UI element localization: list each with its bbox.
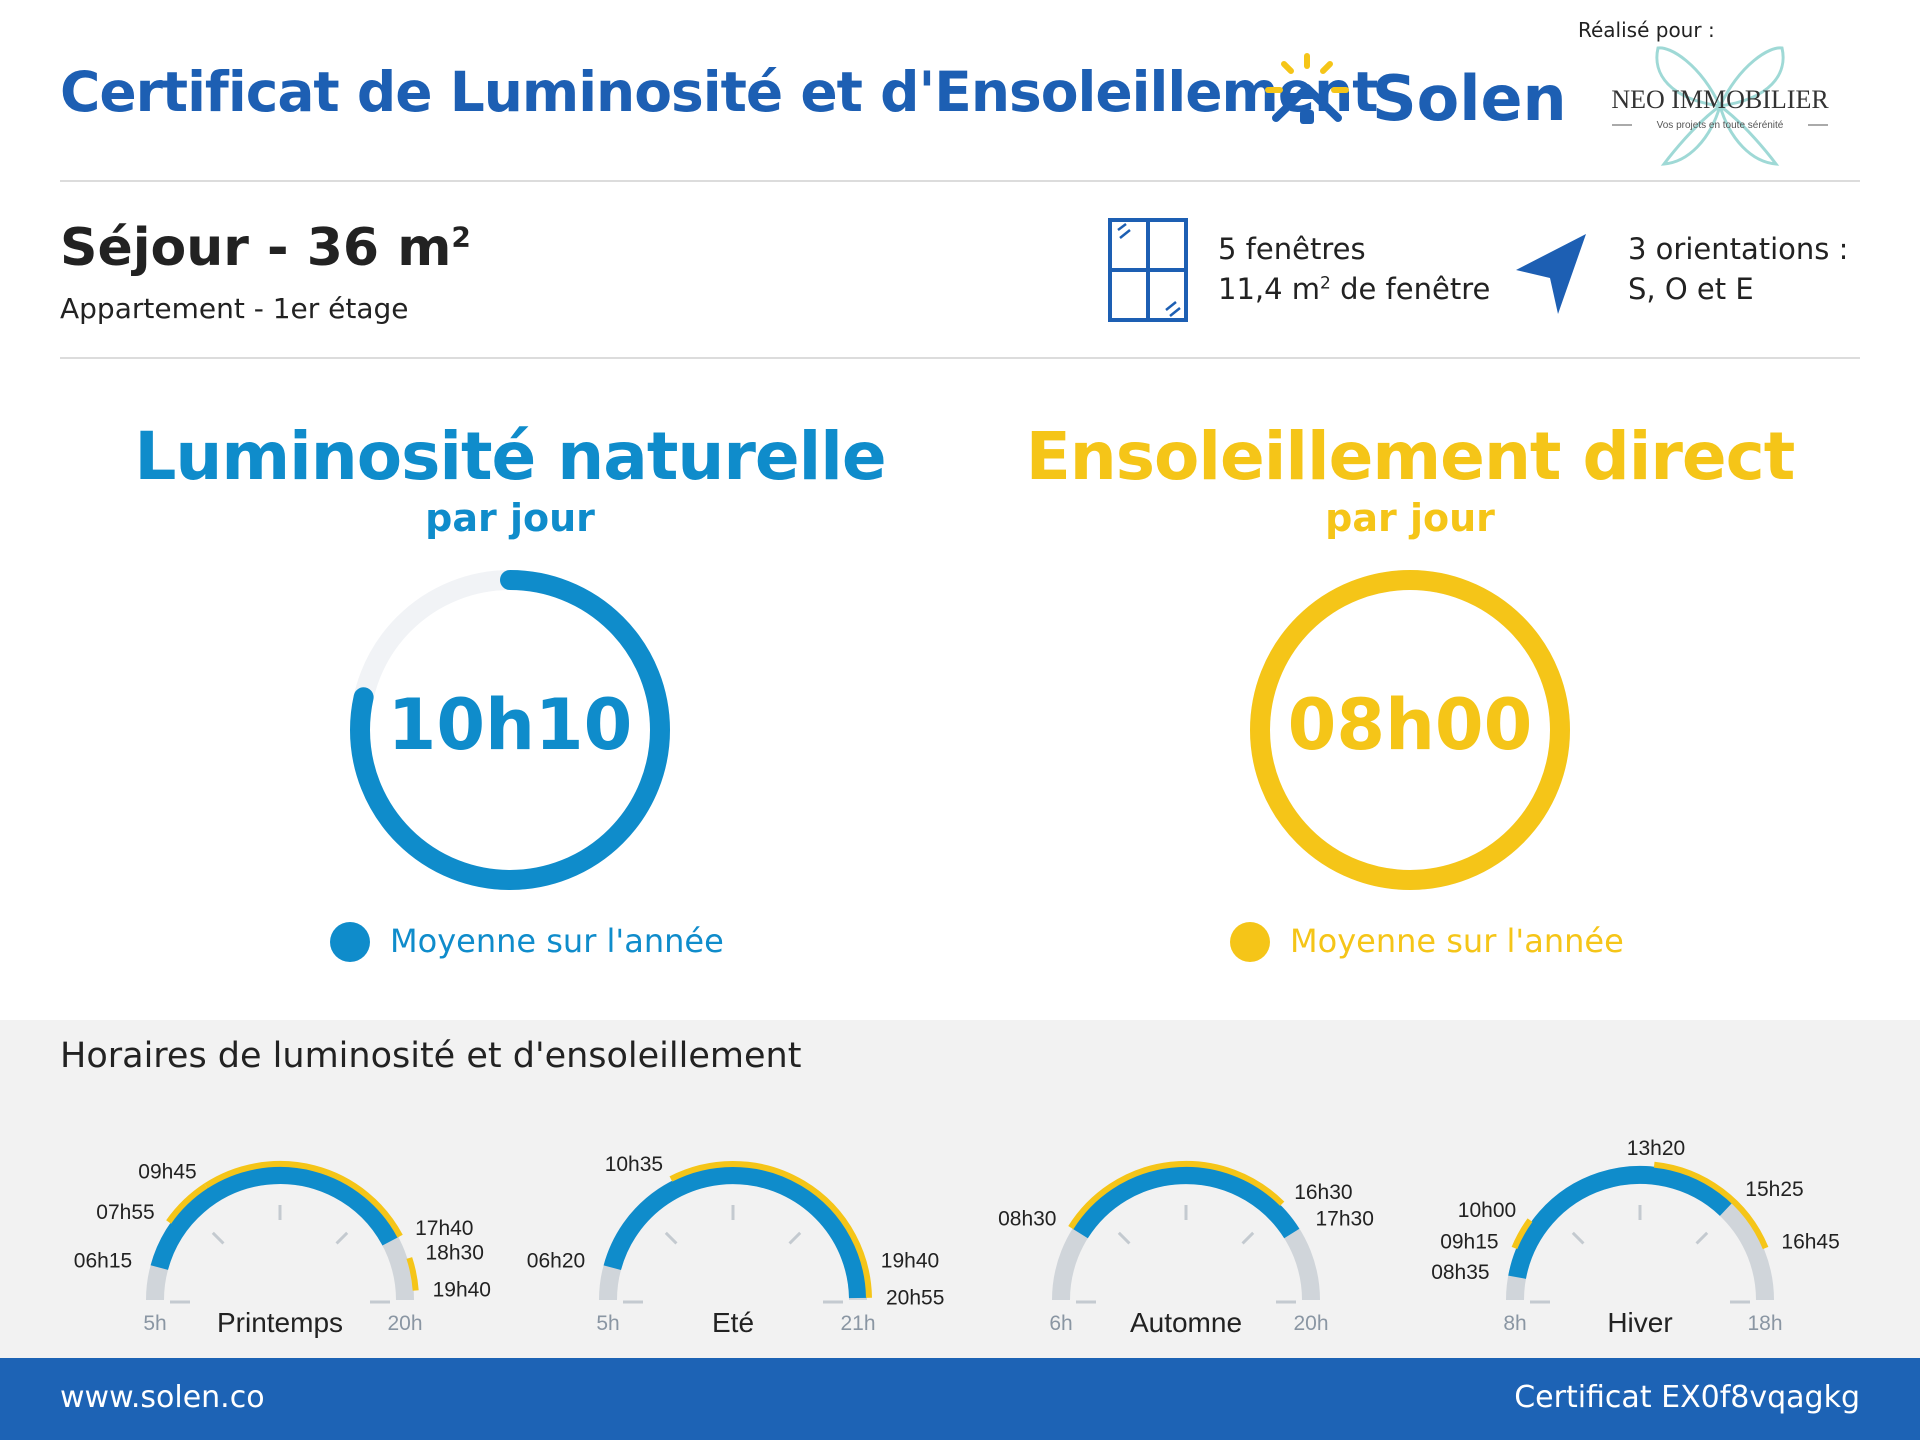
butterfly-icon bbox=[1655, 46, 1785, 166]
window-icon bbox=[1108, 218, 1188, 322]
sun-arc bbox=[406, 1257, 419, 1291]
luminosity-ring bbox=[350, 570, 670, 890]
time-label: 20h55 bbox=[886, 1287, 944, 1310]
time-label: 06h20 bbox=[527, 1249, 585, 1272]
sun-arc bbox=[204, 1160, 403, 1238]
start-hour-label: 5h bbox=[596, 1312, 619, 1335]
partner-name: NEO IMMOBILIER bbox=[1611, 85, 1829, 114]
time-label: 10h00 bbox=[1458, 1199, 1516, 1222]
partner-logo: NEO IMMOBILIER Vos projets en toute séré… bbox=[1611, 46, 1829, 166]
gauge-tick bbox=[335, 1231, 349, 1245]
sunshine-ring bbox=[1250, 570, 1570, 890]
brand-name: Solen bbox=[1372, 62, 1567, 135]
start-hour-label: 8h bbox=[1503, 1312, 1526, 1335]
sun-arc bbox=[1068, 1160, 1285, 1230]
time-label: 16h45 bbox=[1781, 1230, 1839, 1253]
time-label: 06h15 bbox=[74, 1249, 132, 1272]
start-hour-label: 5h bbox=[143, 1312, 166, 1335]
gauge-tick bbox=[1695, 1231, 1709, 1245]
sun-arc bbox=[1653, 1161, 1769, 1250]
time-label: 09h45 bbox=[138, 1161, 196, 1184]
luminosity-legend: Moyenne sur l'année bbox=[390, 922, 724, 960]
season-name: Automne bbox=[1130, 1307, 1242, 1338]
divider bbox=[60, 180, 1860, 182]
windows-count: 5 fenêtres bbox=[1218, 232, 1366, 266]
end-hour-label: 18h bbox=[1747, 1312, 1782, 1335]
orientation-count: 3 orientations : bbox=[1628, 232, 1849, 266]
sunshine-legend-dot bbox=[1230, 922, 1270, 962]
solen-logo bbox=[1265, 53, 1349, 124]
sunshine-legend: Moyenne sur l'année bbox=[1290, 922, 1624, 960]
luminosity-ring-progress bbox=[350, 570, 670, 890]
gauge-tick bbox=[1571, 1231, 1585, 1245]
gauge-tick bbox=[211, 1231, 225, 1245]
luminosity-subtitle: par jour bbox=[425, 496, 595, 540]
time-label: 08h35 bbox=[1431, 1261, 1489, 1284]
light-arc bbox=[603, 1166, 867, 1299]
time-label: 08h30 bbox=[998, 1208, 1056, 1231]
time-label: 13h20 bbox=[1627, 1137, 1685, 1160]
end-hour-label: 20h bbox=[1293, 1312, 1328, 1335]
footer bbox=[0, 1358, 1920, 1440]
certificate-id: Certificat EX0f8vqagkg bbox=[1514, 1380, 1860, 1415]
light-arc bbox=[150, 1165, 399, 1270]
time-label: 15h25 bbox=[1745, 1178, 1803, 1201]
time-label: 07h55 bbox=[96, 1201, 154, 1224]
sunshine-subtitle: par jour bbox=[1325, 496, 1495, 540]
schedule-title: Horaires de luminosité et d'ensoleilleme… bbox=[60, 1036, 802, 1076]
gauge-tick bbox=[788, 1231, 802, 1245]
room-subtitle: Appartement - 1er étage bbox=[60, 292, 409, 325]
gauge-tick bbox=[1117, 1231, 1131, 1245]
light-arc bbox=[1508, 1165, 1733, 1279]
certificate-title: Certificat de Luminosité et d'Ensoleille… bbox=[60, 60, 1379, 124]
partner-tagline: Vos projets en toute sérénité bbox=[1657, 120, 1784, 131]
end-hour-label: 20h bbox=[387, 1312, 422, 1335]
season-name: Eté bbox=[712, 1307, 754, 1338]
sun-arc bbox=[669, 1161, 872, 1298]
orientation-list: S, O et E bbox=[1628, 272, 1754, 306]
made-for-label: Réalisé pour : bbox=[1578, 18, 1715, 42]
gauge-tick bbox=[664, 1231, 678, 1245]
time-label: 16h30 bbox=[1294, 1181, 1352, 1204]
time-label: 17h30 bbox=[1316, 1208, 1374, 1231]
time-label: 19h40 bbox=[433, 1278, 491, 1301]
sunshine-ring-progress bbox=[1250, 570, 1570, 890]
start-hour-label: 6h bbox=[1049, 1312, 1072, 1335]
light-arc bbox=[1072, 1166, 1300, 1239]
time-label: 18h30 bbox=[426, 1242, 484, 1265]
navigation-arrow-icon bbox=[1516, 234, 1586, 314]
end-hour-label: 21h bbox=[840, 1312, 875, 1335]
divider bbox=[60, 357, 1860, 359]
windows-area: 11,4 m2 de fenêtre bbox=[1218, 272, 1491, 306]
time-label: 10h35 bbox=[605, 1153, 663, 1176]
sun-arc bbox=[166, 1183, 208, 1224]
luminosity-title: Luminosité naturelle bbox=[134, 418, 886, 495]
time-label: 09h15 bbox=[1440, 1230, 1498, 1253]
season-name: Printemps bbox=[217, 1307, 343, 1338]
luminosity-legend-dot bbox=[330, 922, 370, 962]
sunshine-value: 08h00 bbox=[1287, 684, 1533, 766]
sun-arc bbox=[1511, 1218, 1533, 1250]
sunshine-title: Ensoleillement direct bbox=[1025, 418, 1796, 495]
time-label: 17h40 bbox=[415, 1217, 473, 1240]
time-label: 19h40 bbox=[881, 1249, 939, 1272]
footer-url[interactable]: www.solen.co bbox=[60, 1380, 265, 1415]
room-title: Séjour - 36 m2 bbox=[60, 218, 471, 278]
sun-house-icon bbox=[1265, 53, 1349, 124]
luminosity-value: 10h10 bbox=[387, 684, 633, 766]
gauge-tick bbox=[1241, 1231, 1255, 1245]
season-name: Hiver bbox=[1607, 1307, 1672, 1338]
